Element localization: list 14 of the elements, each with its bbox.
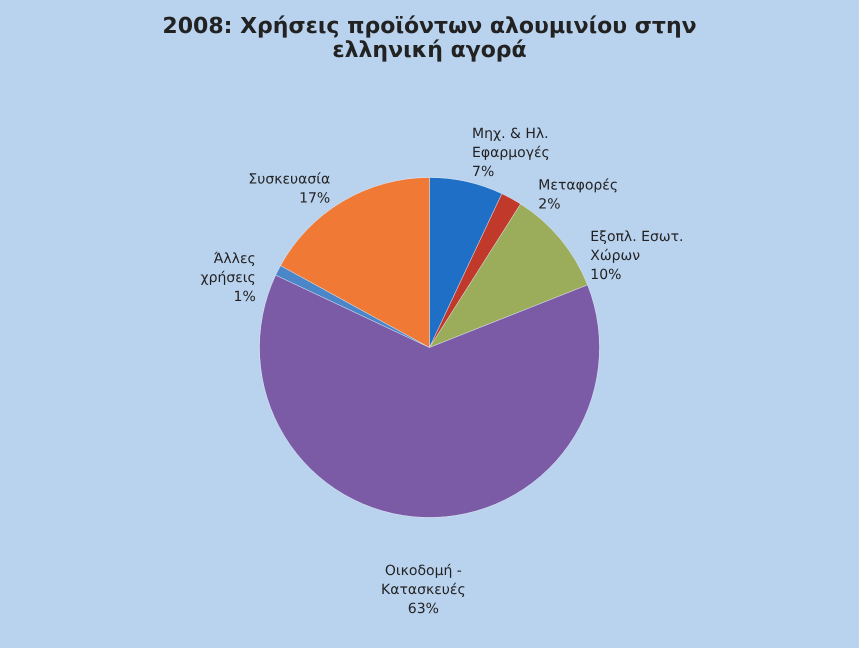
slice-label: Συσκευασία [248,172,330,188]
data-label: 2% [538,196,561,213]
text: 2008: Χρήσεις προϊόντων αλουμινίου στην [162,14,697,39]
data-label: 10% [590,267,622,284]
slice-label: Εξοπλ. Εσωτ. Χώρων [590,229,684,264]
data-label: 1% [234,288,256,305]
data-label: 7% [472,164,494,180]
data-label: 17% [299,190,330,207]
slice-label: Μηχ. & Ηλ. Εφαρμογές [472,126,550,162]
text: ελληνική αγορά [332,38,527,63]
slice-label: Άλλες χρήσεις [200,250,256,286]
slice-label: Μεταφορές [538,178,618,194]
data-label: 63% [408,600,439,617]
slice-label: Οικοδομή - Κατασκευές [381,562,466,598]
